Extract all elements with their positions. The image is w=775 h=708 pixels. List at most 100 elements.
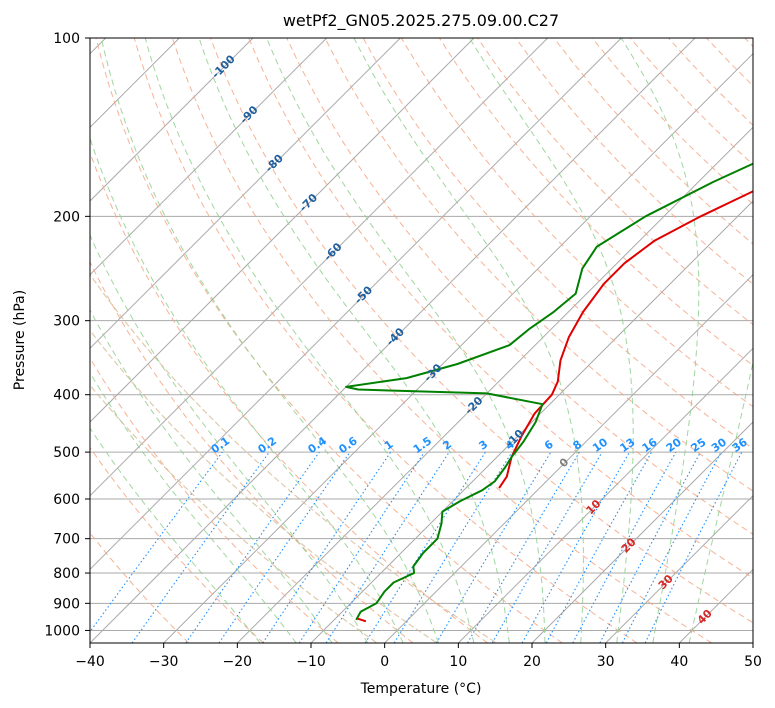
lcl-curve-line — [90, 273, 497, 643]
isotherm-line — [457, 347, 753, 643]
y-tick-label: 500 — [53, 445, 80, 461]
y-tick-label: 800 — [53, 566, 80, 582]
mixing-ratio-line — [185, 451, 320, 643]
temperature-line — [498, 190, 753, 489]
isotherm-line — [90, 38, 254, 202]
tick-layer: −40 −30 −20 −10 0 10 20 30 40 5010020030040050060… — [44, 31, 762, 670]
moist-adiabat-line — [90, 427, 261, 643]
isotherm-line — [678, 568, 753, 643]
x-tick-label: 10 — [449, 654, 467, 670]
moist-adiabat-line — [198, 38, 510, 643]
x-tick-label: 30 — [597, 654, 615, 670]
mixing-ratio-line — [644, 451, 743, 643]
moist-adiabat-line — [266, 38, 546, 643]
isotherm-line — [310, 200, 753, 643]
isotherm-line — [90, 38, 401, 350]
y-tick-label: 900 — [53, 596, 80, 612]
isotherm-line — [90, 38, 475, 423]
dry-adiabat-line — [591, 38, 753, 205]
y-tick-label: 100 — [53, 31, 80, 47]
isotherm-line — [90, 38, 549, 497]
y-tick-label: 600 — [53, 492, 80, 508]
moist-adiabat-line — [90, 136, 404, 643]
lcl-curve-line — [90, 384, 378, 643]
x-tick-label: 20 — [523, 654, 541, 670]
x-tick-label: 50 — [744, 654, 762, 670]
mixing-ratio-line — [298, 451, 425, 643]
dry-adiabat-line — [744, 38, 753, 48]
dry-adiabat-line — [286, 38, 753, 535]
isotherm-line — [384, 273, 753, 643]
mixing-ratio-line — [393, 451, 513, 643]
y-tick-label: 300 — [53, 314, 80, 330]
x-tick-label: −20 — [223, 654, 253, 670]
dry-adiabat-line — [90, 446, 264, 643]
y-tick-label: 400 — [53, 388, 80, 404]
mixing-ratio-line — [521, 451, 630, 643]
dry-adiabat-line — [553, 38, 753, 245]
isotherm-line — [163, 52, 753, 643]
isotherm-line — [90, 38, 328, 276]
mixing-ratio-line — [90, 451, 223, 633]
mixing-ratio-label: 2 — [440, 438, 454, 453]
dry-adiabat-line — [90, 357, 339, 643]
y-tick-label: 200 — [53, 209, 80, 225]
y-tick-label: 1000 — [44, 623, 80, 639]
moist-adiabat-line — [100, 38, 439, 643]
moist-adiabat-line — [469, 38, 634, 643]
mixing-ratio-label: 1.5 — [411, 434, 434, 456]
dry-adiabat-line — [171, 38, 712, 643]
isotherm-line — [90, 38, 622, 571]
mixing-ratio-line — [218, 451, 351, 643]
surface-wind-barb-line — [357, 617, 367, 623]
x-tick-label: 0 — [380, 654, 389, 670]
moist-adiabat-line — [353, 38, 584, 643]
dry-adiabat-line — [515, 38, 753, 285]
chart-title: wetPf2_GN05.2025.275.09.00.C27 — [283, 11, 559, 31]
x-axis-label: Temperature (°C) — [360, 681, 482, 697]
y-tick-label: 700 — [53, 532, 80, 548]
x-tick-label: −10 — [296, 654, 326, 670]
isotherm-line — [90, 38, 696, 643]
mixing-ratio-line — [572, 451, 677, 643]
isotherm-line — [531, 421, 753, 643]
dry-adiabat-line — [90, 260, 414, 643]
moist-adiabat-line — [620, 38, 700, 643]
dry-adiabat-line — [248, 38, 753, 579]
mixing-ratio-line — [131, 451, 270, 643]
dry-adiabat-line — [90, 532, 190, 643]
x-tick-label: −30 — [149, 654, 179, 670]
mixing-ratio-line — [599, 451, 701, 643]
dry-adiabat-line — [210, 38, 753, 624]
moist-adiabat-line — [144, 38, 475, 643]
dry-adiabat-line — [706, 38, 753, 87]
mixing-ratio-label: 3 — [477, 438, 491, 453]
dry-adiabat-line — [133, 38, 638, 643]
grid-layer — [90, 38, 753, 643]
moist-adiabat-line — [90, 233, 369, 643]
mixing-ratio-label: 0.6 — [336, 434, 360, 456]
isotherm-line — [605, 494, 753, 643]
plot-frame — [89, 37, 754, 644]
lcl-curve-line — [90, 329, 438, 643]
series-layer — [345, 162, 753, 623]
dry-adiabat-line — [95, 38, 563, 643]
moist-adiabat-line — [688, 359, 753, 643]
mixing-ratio-line — [545, 451, 653, 643]
x-tick-label: −40 — [75, 654, 105, 670]
moist-adiabat-line — [90, 371, 297, 643]
mixing-ratio-line — [262, 451, 392, 643]
mixing-ratio-label: 6 — [542, 438, 556, 453]
x-tick-label: 40 — [670, 654, 688, 670]
isotherm-line — [236, 126, 753, 643]
mixing-ratio-label: 0.4 — [306, 434, 330, 456]
dewpoint-line — [345, 162, 753, 621]
isotherm-line — [752, 642, 753, 643]
y-axis-label: Pressure (hPa) — [12, 290, 28, 390]
dry-adiabat-line — [324, 38, 753, 492]
moist-adiabat-line — [90, 309, 333, 643]
mixing-ratio-line — [364, 451, 486, 643]
mixing-ratio-label: 0.1 — [209, 434, 232, 456]
mixing-ratio-line — [325, 451, 450, 643]
